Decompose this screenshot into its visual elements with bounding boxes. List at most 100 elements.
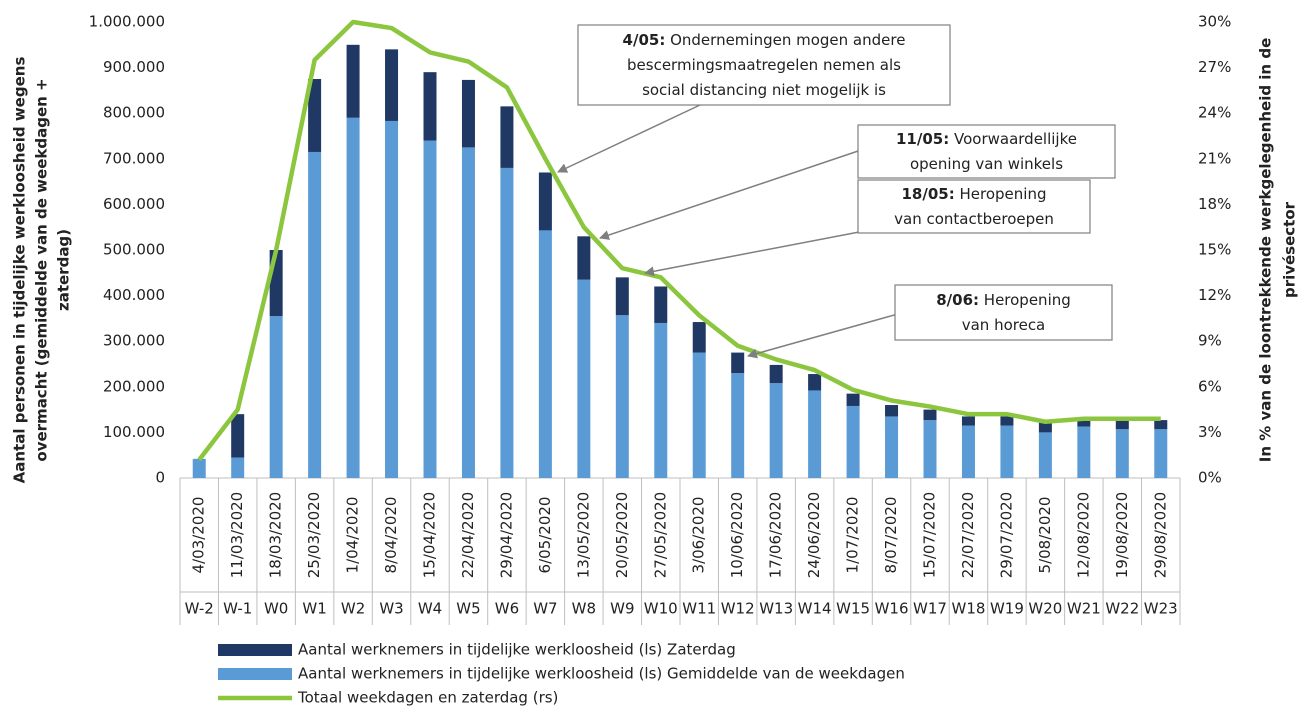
- bar: [615, 277, 629, 316]
- bar: [731, 352, 745, 374]
- x-group-label: W4: [418, 600, 442, 618]
- x-group-label: W13: [759, 600, 793, 618]
- annotation-arrow: [747, 311, 906, 359]
- x-tick-label: 20/05/2020: [613, 492, 631, 578]
- bar: [461, 147, 475, 478]
- x-tick-label: 25/03/2020: [305, 492, 323, 578]
- legend-label: Totaal weekdagen en zaterdag (rs): [297, 689, 558, 707]
- annotation-line: van horeca: [962, 316, 1046, 334]
- x-group-label: W-2: [185, 600, 214, 618]
- annotation-text: 18/05: Heropening: [902, 185, 1047, 203]
- y2-tick-label: 18%: [1198, 195, 1231, 213]
- x-group-label: W16: [875, 600, 909, 618]
- bar: [1038, 422, 1052, 433]
- annotation-text: 4/05: Ondernemingen mogen andere: [623, 31, 906, 49]
- y-tick-label: 300.000: [103, 332, 165, 350]
- annotation-arrow: [557, 104, 701, 173]
- y-tick-label: 900.000: [103, 58, 165, 76]
- y-tick-label: 400.000: [103, 286, 165, 304]
- y2-tick-label: 9%: [1198, 332, 1222, 350]
- bar: [692, 352, 706, 478]
- x-group-label: W14: [798, 600, 832, 618]
- x-tick-label: 8/07/2020: [882, 497, 900, 574]
- annotation-date: 18/05:: [902, 185, 955, 203]
- bar: [423, 140, 437, 478]
- bar: [308, 151, 322, 478]
- y2-tick-label: 30%: [1198, 13, 1231, 31]
- bar: [923, 420, 937, 478]
- x-group-label: W23: [1144, 600, 1178, 618]
- x-tick-label: 4/03/2020: [190, 497, 208, 574]
- bar: [385, 49, 399, 121]
- y-tick-label: 800.000: [103, 104, 165, 122]
- bar: [500, 106, 514, 168]
- annotation-arrow: [644, 227, 881, 277]
- y-axis-title: Aantal personen in tijdelijke werklooshe…: [11, 57, 29, 484]
- legend-swatch: [218, 668, 292, 680]
- y2-tick-label: 0%: [1198, 469, 1222, 487]
- annotation-line: van contactberoepen: [894, 210, 1054, 228]
- x-group-label: W9: [610, 600, 634, 618]
- y-tick-label: 700.000: [103, 149, 165, 167]
- bar: [461, 79, 475, 148]
- x-tick-label: 10/06/2020: [728, 492, 746, 578]
- y2-tick-label: 3%: [1198, 423, 1222, 441]
- x-tick-label: 12/08/2020: [1074, 492, 1092, 578]
- x-tick-label: 29/04/2020: [497, 492, 515, 578]
- line: [197, 19, 1161, 462]
- annotation-line: Heropening: [955, 185, 1047, 203]
- y2-tick-label: 27%: [1198, 58, 1231, 76]
- x-group-label: W20: [1028, 600, 1062, 618]
- bar: [808, 390, 822, 478]
- annotation-line: Ondernemingen mogen andere: [665, 31, 905, 49]
- y-tick-label: 200.000: [103, 377, 165, 395]
- annotation-date: 8/06:: [936, 291, 979, 309]
- x-tick-label: 8/04/2020: [382, 497, 400, 574]
- x-group-label: W-1: [223, 600, 252, 618]
- bar: [1000, 416, 1014, 426]
- bar: [1077, 418, 1091, 427]
- y-tick-label: 600.000: [103, 195, 165, 213]
- annotation-line: opening van winkels: [910, 155, 1063, 173]
- bar: [692, 322, 706, 353]
- y2-axis-title: In % van de loontrekkende werkgelegenhei…: [1257, 38, 1275, 463]
- x-group-label: W5: [456, 600, 480, 618]
- x-group-label: W7: [533, 600, 557, 618]
- annotation-box: [857, 124, 1116, 179]
- x-tick-label: 6/05/2020: [536, 497, 554, 574]
- annotation-line: Voorwaardellijke: [949, 130, 1077, 148]
- bar: [846, 405, 860, 478]
- bar: [769, 364, 783, 384]
- y-tick-label: 100.000: [103, 423, 165, 441]
- x-tick-label: 24/06/2020: [805, 492, 823, 578]
- y-tick-label: 1.000.000: [89, 13, 165, 31]
- x-group-label: W18: [952, 600, 986, 618]
- annotation-text: opening van winkels: [910, 155, 1063, 173]
- bar: [231, 414, 245, 458]
- annotation-box: [577, 24, 951, 106]
- x-group-label: W1: [302, 600, 326, 618]
- x-group-label: W10: [644, 600, 678, 618]
- bar: [769, 383, 783, 478]
- x-group-label: W11: [682, 600, 716, 618]
- x-tick-label: 22/04/2020: [459, 492, 477, 578]
- x-tick-label: 27/05/2020: [651, 492, 669, 578]
- annotation-text: van contactberoepen: [894, 210, 1054, 228]
- x-group-label: W21: [1067, 600, 1101, 618]
- x-tick-label: 11/03/2020: [228, 492, 246, 578]
- x-tick-label: 29/07/2020: [997, 492, 1015, 578]
- y2-tick-label: 24%: [1198, 104, 1231, 122]
- annotation-line: bescermingsmaatregelen nemen als: [627, 56, 901, 74]
- bar: [1077, 426, 1091, 478]
- bar: [577, 279, 591, 478]
- bar: [1115, 420, 1129, 430]
- x-group-label: W15: [836, 600, 870, 618]
- legend-label: Aantal werknemers in tijdelijke werkloos…: [298, 641, 736, 659]
- bar: [885, 416, 899, 478]
- bar: [346, 117, 360, 478]
- x-group-label: W22: [1105, 600, 1139, 618]
- bar: [192, 458, 206, 478]
- x-tick-label: 17/06/2020: [767, 492, 785, 578]
- y2-axis-title: privésector: [1281, 201, 1299, 298]
